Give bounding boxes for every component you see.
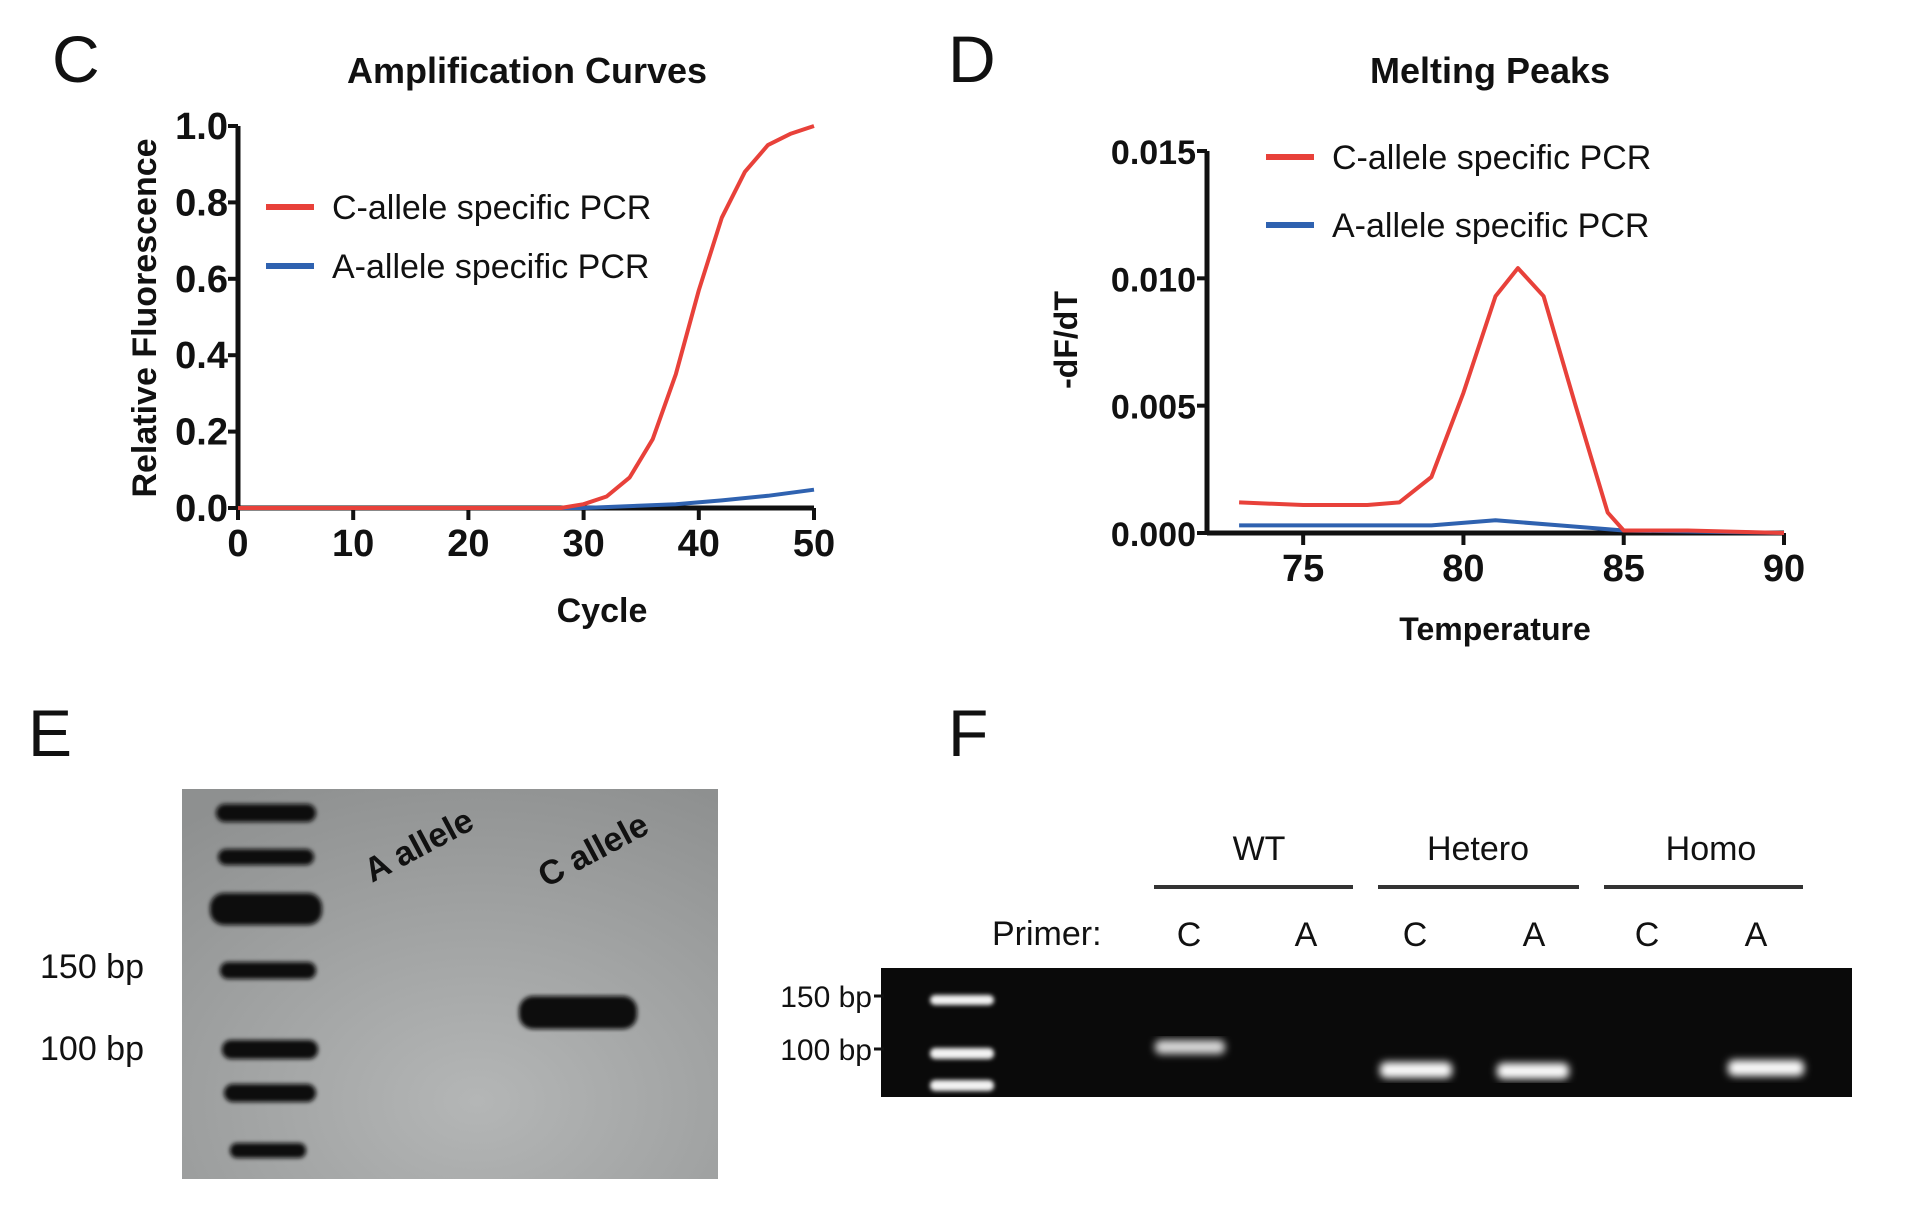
series-line (238, 124, 815, 510)
x-tick-label: 50 (793, 523, 835, 565)
x-tick-label: 10 (332, 523, 374, 565)
band-hetero-a (1497, 1063, 1569, 1079)
x-tick-label: 80 (1442, 548, 1484, 590)
legend-label: A-allele specific PCR (332, 248, 649, 286)
primer-lane-label: C (1177, 916, 1202, 954)
gel-f-marker-label: 100 bp (780, 1034, 872, 1067)
y-axis-label: -dF/dT (1048, 291, 1084, 389)
x-tick-label: 20 (447, 523, 489, 565)
gel-e-band-c-allele (519, 996, 637, 1029)
y-tick-label: 0.010 (1111, 261, 1196, 299)
chart-title: Melting Peaks (1370, 50, 1610, 91)
group-label: WT (1233, 830, 1286, 868)
panel-label-f: F (948, 696, 988, 770)
primer-label: Primer: (992, 915, 1102, 953)
series-line (238, 487, 815, 510)
y-axis-label: Relative Fluorescence (126, 138, 164, 497)
primer-lane-label: A (1523, 916, 1546, 954)
band-homo-a (1728, 1060, 1804, 1076)
legend-label: A-allele specific PCR (1332, 207, 1649, 245)
y-tick-label: 0.015 (1111, 134, 1196, 172)
panel-label-c: C (52, 22, 100, 96)
y-tick-label: 0.2 (175, 412, 228, 454)
primer-lane-label: A (1295, 916, 1318, 954)
x-axis-label: Cycle (557, 592, 648, 630)
band-hetero-c (1380, 1062, 1452, 1078)
group-label: Homo (1666, 830, 1757, 868)
legend-label: C-allele specific PCR (1332, 139, 1651, 177)
legend-label: C-allele specific PCR (332, 189, 651, 227)
chart-title: Amplification Curves (347, 50, 707, 91)
gel-e-marker-label: 100 bp (40, 1030, 144, 1068)
y-tick-label: 1.0 (175, 106, 228, 148)
melting-peaks-chart: Melting Peaks Temperature -dF/dT 75 80 85 9… (1048, 50, 1805, 647)
series-line (1239, 266, 1785, 535)
gel-f-marker-label: 150 bp (780, 981, 872, 1014)
x-axis-label: Temperature (1399, 611, 1590, 647)
y-tick-label: 0.8 (175, 182, 228, 224)
x-tick-label: 0 (227, 523, 248, 565)
x-tick-label: 75 (1282, 548, 1324, 590)
primer-lane-label: C (1635, 916, 1660, 954)
band-wt-c (1155, 1040, 1225, 1054)
x-tick-label: 30 (562, 523, 604, 565)
primer-lane-label: C (1403, 916, 1428, 954)
y-tick-label: 0.6 (175, 259, 228, 301)
gel-f: WT Hetero Homo Primer: C A C A C A 150 bp 100… (780, 830, 1852, 1097)
y-tick-label: 0.0 (175, 488, 228, 530)
gel-e-marker-label: 150 bp (40, 948, 144, 986)
y-tick-label: 0.000 (1111, 516, 1196, 554)
x-tick-label: 40 (678, 523, 720, 565)
gel-e-ladder (210, 804, 322, 1158)
amplification-chart: Amplification Curves Cycle Relative Fluo… (126, 50, 835, 630)
y-tick-label: 0.4 (175, 335, 228, 377)
x-tick-label: 90 (1763, 548, 1805, 590)
x-tick-label: 85 (1603, 548, 1645, 590)
gel-e: A allele C allele 150 bp 100 bp (40, 789, 718, 1179)
primer-lane-label: A (1745, 916, 1768, 954)
gel-f-background (881, 968, 1852, 1097)
group-label: Hetero (1427, 830, 1529, 868)
panel-label-e: E (28, 696, 72, 770)
gel-f-ladder (930, 995, 994, 1091)
y-tick-label: 0.005 (1111, 389, 1196, 427)
gel-f-bands (1155, 1040, 1804, 1079)
panel-label-d: D (948, 22, 996, 96)
